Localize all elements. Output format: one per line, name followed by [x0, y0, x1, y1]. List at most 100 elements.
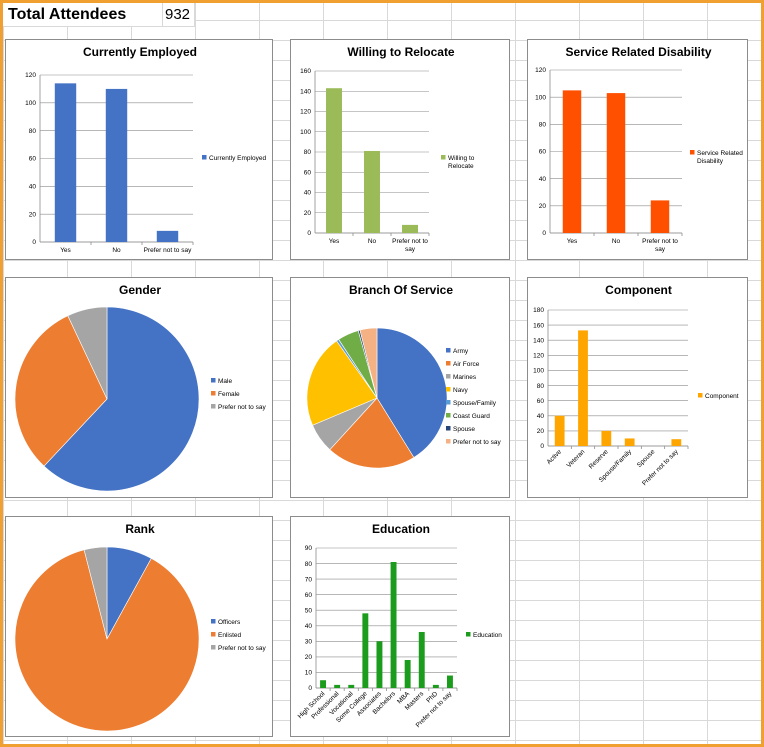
bar-prefer-not-to-say[interactable] — [446, 675, 453, 688]
slice-male[interactable] — [43, 306, 200, 492]
gender-chart[interactable]: Gender Male Female Prefer not to say — [5, 277, 273, 498]
legend-swatch — [446, 374, 451, 379]
bar-bachelors[interactable] — [390, 562, 397, 688]
bar-active[interactable] — [554, 415, 565, 446]
legend-swatch — [446, 348, 451, 353]
slice-female[interactable] — [14, 315, 108, 467]
bar-vocational[interactable] — [348, 684, 355, 688]
y-tick-label: 120 — [535, 67, 546, 74]
bar-yes[interactable] — [326, 88, 342, 234]
x-tick-label-prefer-not-to-say: Prefer not to say — [392, 238, 428, 253]
slice-enlisted[interactable] — [14, 549, 200, 732]
legend-coast-guard: Coast Guard — [453, 413, 490, 420]
bar-phd[interactable] — [432, 684, 439, 688]
y-tick-label: 40 — [305, 623, 313, 630]
x-tick-label-no: No — [112, 247, 121, 254]
y-tick-label: 120 — [25, 72, 36, 79]
y-tick-label: 80 — [29, 128, 37, 135]
legend-swatch — [211, 378, 216, 383]
bar-yes[interactable] — [54, 83, 77, 242]
x-tick-label-no: No — [612, 238, 621, 245]
y-tick-label: 50 — [305, 607, 313, 614]
legend-enlisted: Enlisted — [218, 632, 242, 639]
total-attendees-value: 932 — [163, 3, 195, 27]
legend-swatch — [211, 619, 216, 624]
y-tick-label: 60 — [304, 169, 312, 176]
slice-prefer-not-to-say[interactable] — [83, 546, 108, 640]
x-tick-label-spouse: Spouse — [636, 448, 657, 469]
bar-professional[interactable] — [334, 684, 341, 688]
y-tick-label: 30 — [305, 639, 313, 646]
bar-no[interactable] — [105, 88, 128, 242]
slice-air-force[interactable] — [329, 397, 415, 469]
y-tick-label: 40 — [539, 176, 547, 183]
bar-mba[interactable] — [404, 660, 411, 688]
bar-associates[interactable] — [376, 641, 383, 688]
y-tick-label: 120 — [533, 353, 544, 360]
disability-title: Service Related Disability — [565, 45, 711, 59]
legend-female: Female — [218, 391, 240, 398]
legend-swatch — [211, 404, 216, 409]
bar-masters[interactable] — [418, 632, 425, 688]
legend-swatch — [446, 387, 451, 392]
component-chart[interactable]: Component 0 20 40 60 80 100 120 140 160 180 Active V… — [527, 277, 748, 498]
y-tick-label: 0 — [542, 230, 546, 237]
y-tick-label: 80 — [305, 561, 313, 568]
education-chart[interactable]: Education 0 10 20 30 40 50 60 70 80 90 High School P… — [290, 516, 510, 737]
x-tick-label-active: Active — [546, 448, 564, 466]
y-tick-label: 100 — [533, 368, 544, 375]
willing-to-relocate-chart[interactable]: Willing to Relocate 0 20 40 60 80 100 120 140 160… — [290, 39, 510, 260]
x-tick-label-yes: Yes — [567, 238, 578, 245]
branch-svg: Branch Of Service Army Air Force Marines Nav… — [306, 283, 501, 469]
y-tick-label: 140 — [533, 337, 544, 344]
gender-title: Gender — [119, 283, 161, 297]
y-tick-label: 80 — [304, 149, 312, 156]
branch-of-service-chart[interactable]: Branch Of Service Army Air Force Marines Nav… — [290, 277, 510, 498]
y-tick-label: 100 — [535, 94, 546, 101]
y-tick-label: 140 — [300, 88, 311, 95]
x-tick-label-no: No — [368, 238, 377, 245]
disability-svg: Service Related Disability 0 20 40 60 80 100 12… — [535, 45, 743, 253]
legend-officers: Officers — [218, 619, 241, 626]
legend-army: Army — [453, 348, 469, 355]
x-tick-label-veteran: Veteran — [566, 448, 587, 469]
rank-chart[interactable]: Rank Officers Enlisted Prefer not to say — [5, 516, 273, 737]
y-tick-label: 60 — [537, 398, 545, 405]
bar-yes[interactable] — [562, 90, 582, 233]
bar-prefer-not-to-say[interactable] — [156, 230, 179, 242]
bar-no[interactable] — [606, 93, 626, 233]
slice-army[interactable] — [376, 327, 448, 458]
education-title: Education — [372, 522, 430, 536]
y-tick-label: 0 — [32, 239, 36, 246]
legend-prefer-not-to-say: Prefer not to say — [218, 404, 266, 411]
bar-no[interactable] — [364, 150, 380, 233]
y-tick-label: 10 — [305, 670, 313, 677]
bar-high-school[interactable] — [320, 680, 327, 688]
legend-swatch — [446, 413, 451, 418]
bar-prefer-not-to-say[interactable] — [402, 224, 418, 233]
y-tick-label: 100 — [300, 129, 311, 136]
x-tick-label-prefer-not-to-say: Prefer not to say — [642, 238, 678, 253]
legend-swatch — [698, 393, 703, 398]
slice-prefer-not-to-say[interactable] — [359, 327, 378, 399]
y-tick-label: 160 — [300, 68, 311, 75]
legend-swatch — [446, 439, 451, 444]
bar-prefer-not-to-say[interactable] — [650, 200, 670, 233]
currently-employed-chart[interactable]: Currently Employed 0 20 40 60 80 100 120 Yes No Pr… — [5, 39, 273, 260]
y-tick-label: 40 — [29, 184, 37, 191]
slice-prefer-not-to-say[interactable] — [67, 306, 108, 400]
y-tick-label: 20 — [539, 203, 547, 210]
legend-swatch — [446, 400, 451, 405]
legend-male: Male — [218, 378, 232, 385]
bar-spouse-family[interactable] — [624, 438, 635, 446]
bar-veteran[interactable] — [578, 330, 588, 446]
y-tick-label: 20 — [304, 210, 312, 217]
bar-prefer-not-to-say[interactable] — [671, 439, 682, 446]
service-related-disability-chart[interactable]: Service Related Disability 0 20 40 60 80 100 12… — [527, 39, 748, 260]
bar-reserve[interactable] — [601, 430, 612, 446]
rank-title: Rank — [125, 522, 155, 536]
slice-navy[interactable] — [306, 340, 378, 426]
bar-some-college[interactable] — [362, 613, 369, 688]
legend-currently-employed: Currently Employed — [209, 155, 266, 162]
